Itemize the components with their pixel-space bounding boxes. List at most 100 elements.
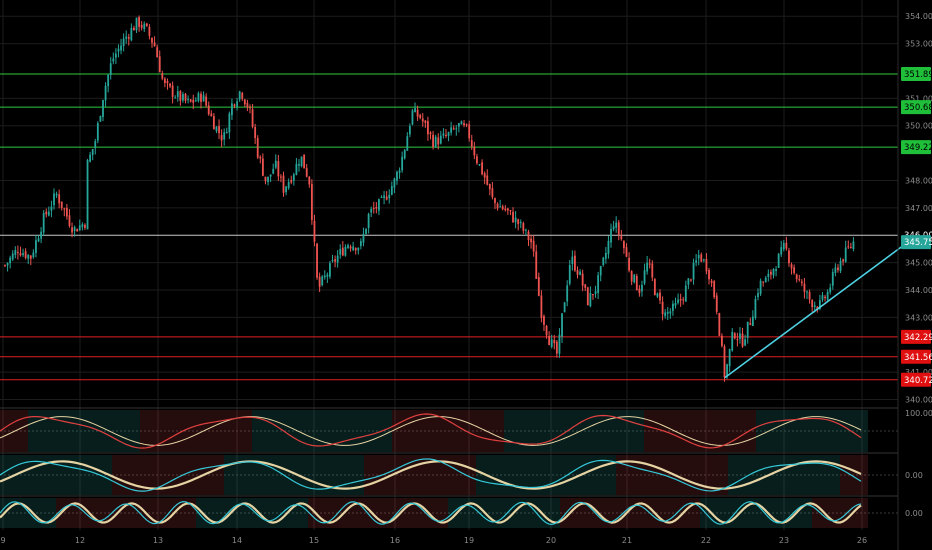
candle-body [543,316,545,325]
candle-body [780,247,783,255]
candle-body [282,175,285,193]
trendline [724,237,914,379]
candle-body [339,248,342,255]
candle-body [708,270,710,280]
candle-body [424,120,427,123]
candle-body [223,132,226,140]
time-tick-label: 26 [857,536,867,545]
candle-body [197,93,200,101]
indicator-bg-band [196,410,224,452]
candle-body [104,85,107,101]
candle-body [130,28,133,41]
level-price-tag-bg [901,140,931,155]
candle-body [179,90,182,101]
candle-body [499,206,502,208]
candle-body [478,164,481,166]
candle-body [388,194,391,199]
candle-body [89,154,92,162]
candle-body [352,246,355,251]
candle-body [272,168,275,174]
price-tick-label: 351.00 [905,94,932,103]
candle-body [811,300,814,308]
candle-body [798,279,801,281]
indicator-tick-label: 100.00 [905,409,932,418]
candle-body [53,193,55,206]
candle-body [365,228,367,234]
level-price-tag: 349.22 [904,143,932,153]
candle-body [308,176,311,185]
candle-body [406,136,409,151]
candle-body [715,295,718,312]
candle-body [574,255,576,271]
candle-body [501,206,504,210]
candle-body [785,242,788,249]
candle-body [666,311,669,314]
candle-body [509,210,512,212]
candle-body [483,173,486,178]
candle-body [184,93,187,101]
candle-body [81,224,84,228]
candle-body [728,349,731,367]
candle-body [612,226,615,230]
candle-body [37,238,40,242]
indicator-bg-band [812,498,840,528]
candle-body [638,288,641,294]
last-price-tag: 345.75 [904,238,932,248]
candle-body [153,42,156,47]
candle-body [194,100,197,102]
indicator-bg-band [392,410,420,452]
candle-body [243,99,246,105]
candle-body [610,228,612,243]
candle-body [432,134,434,148]
indicator-bg-band [392,455,420,495]
candle-body [741,333,744,347]
candle-body [723,346,726,378]
candle-body [290,179,293,183]
candle-body [316,243,318,278]
candle-body [607,240,610,255]
candle-body [625,247,628,257]
indicator-signal-line [0,416,862,446]
candle-body [329,263,331,277]
candle-body [488,183,491,190]
time-tick-label: 23 [779,536,789,545]
candle-body [145,23,148,26]
indicator-signal-line [0,460,862,490]
indicator-main-line [0,413,862,449]
candle-body [839,260,842,272]
candle-body [672,303,674,311]
candle-body [336,255,339,263]
candle-body [803,283,806,292]
candle-body [45,211,48,215]
candle-body [514,217,517,223]
indicator-bg-band [448,410,476,452]
candle-body [362,233,365,243]
candle-body [788,250,790,264]
candle-body [494,198,496,204]
candle-body [687,278,690,285]
price-tick-label: 348.00 [905,176,932,185]
candle-body [842,259,845,262]
candle-body [635,275,638,291]
candle-body [844,247,847,262]
candle-body [847,246,850,248]
candle-body [218,125,220,134]
candle-body [210,113,213,117]
candle-body [754,299,757,318]
candle-body [228,113,231,133]
price-tick-label: 347.00 [905,204,932,213]
candle-body [460,121,463,125]
candle-body [280,176,282,178]
indicator-bg-band [840,410,868,452]
candle-body [318,276,321,287]
time-tick-label: 9 [0,536,5,545]
candle-body [661,301,664,315]
candle-body [411,110,414,125]
level-price-tag: 351.89 [904,70,932,80]
candle-body [225,131,228,134]
price-tick-label: 350.00 [905,122,932,131]
candle-body [775,269,777,271]
candle-body [481,162,483,175]
